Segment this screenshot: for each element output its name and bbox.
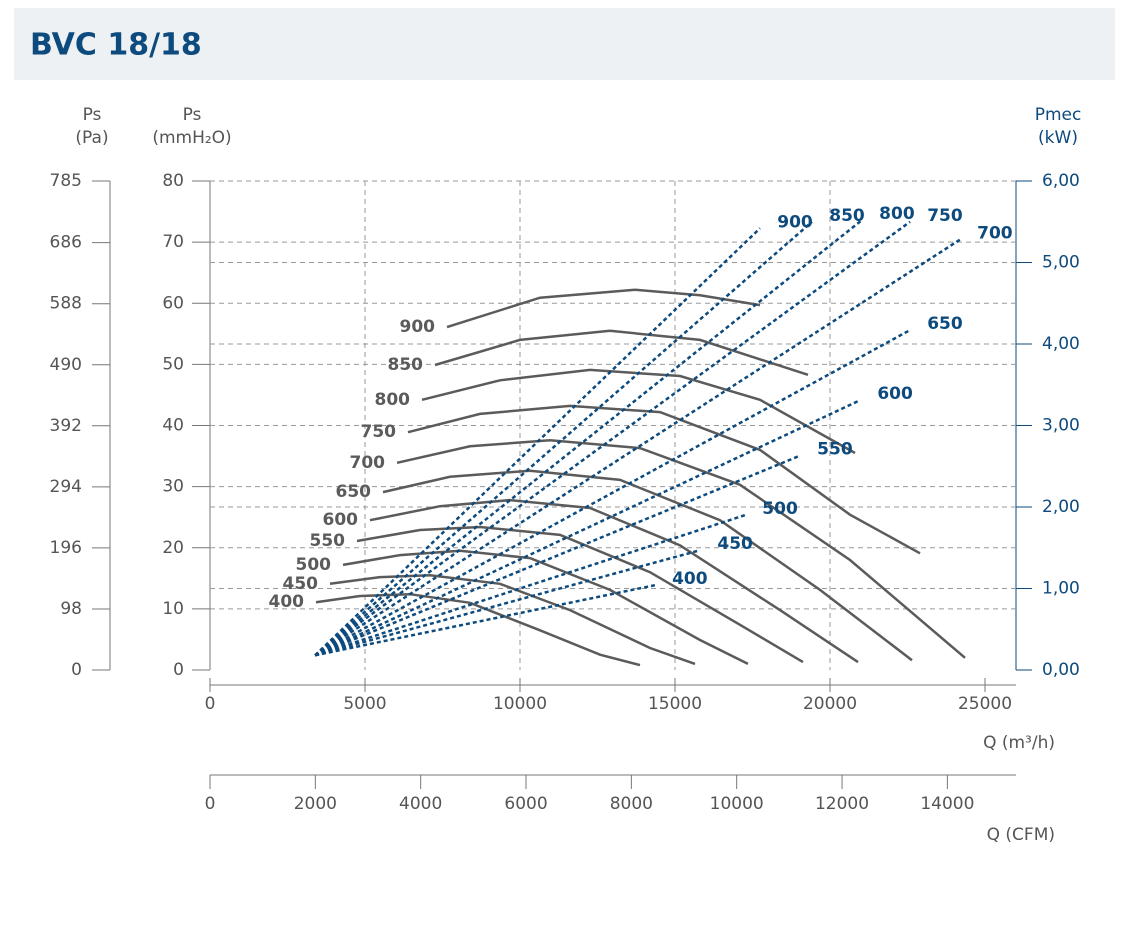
cfm-tick-label: 6000 [504, 794, 547, 814]
cfm-tick-label: 10000 [710, 794, 764, 814]
power-line [314, 454, 801, 657]
series-label: 600 [322, 510, 358, 530]
pressure-curve [342, 549, 749, 666]
series-label: 900 [777, 212, 813, 232]
series-label: 800 [879, 204, 915, 224]
pa-tick-label: 490 [50, 355, 82, 375]
power-line [314, 548, 701, 657]
title-bar [14, 8, 1115, 80]
cfm-tick-label: 0 [205, 794, 216, 814]
pressure-curve [434, 329, 809, 376]
series-label: 750 [360, 422, 396, 442]
y2-tick-label: 2,00 [1042, 497, 1080, 517]
x-tick-label: 0 [205, 694, 216, 714]
y-tick-label: 20 [162, 538, 184, 558]
series-label: 400 [268, 592, 304, 612]
pressure-curve [446, 288, 761, 329]
pressure-curve [356, 525, 804, 664]
power-line [314, 583, 656, 657]
series-label: 500 [762, 499, 798, 519]
y2-tick-label: 1,00 [1042, 579, 1080, 599]
cfm-tick-label: 4000 [399, 794, 442, 814]
y-label: (mmH₂O) [152, 128, 231, 148]
pa-tick-label: 98 [60, 599, 82, 619]
pa-tick-label: 294 [50, 477, 82, 497]
y-tick-label: 0 [173, 660, 184, 680]
y2-tick-label: 3,00 [1042, 416, 1080, 436]
cfm-tick-label: 12000 [815, 794, 869, 814]
series-label: 750 [927, 206, 963, 226]
y-label: Ps [183, 105, 202, 125]
pa-tick-label: 588 [50, 294, 82, 314]
pa-tick-label: 686 [50, 233, 82, 253]
series-label: 400 [672, 569, 708, 589]
power-line [314, 329, 911, 657]
pa-tick-label: 0 [71, 660, 82, 680]
x-label: Q (m³/h) [983, 733, 1055, 753]
cfm-tick-label: 2000 [294, 794, 337, 814]
cfm-tick-label: 14000 [920, 794, 974, 814]
pressure-curve [369, 498, 859, 664]
pressure-curve [396, 438, 966, 659]
x-tick-label: 25000 [958, 694, 1012, 714]
x-tick-label: 20000 [803, 694, 857, 714]
series-label: 600 [877, 384, 913, 404]
y-tick-label: 40 [162, 416, 184, 436]
series-label: 650 [336, 482, 372, 502]
series-label: 500 [295, 555, 331, 575]
series-label: 450 [717, 534, 753, 554]
power-line [314, 220, 911, 657]
pa-tick-label: 392 [50, 416, 82, 436]
y-tick-label: 50 [162, 354, 184, 374]
y2-label: Pmec [1035, 105, 1082, 125]
pressure-curve [421, 368, 856, 455]
x-tick-label: 5000 [343, 694, 386, 714]
series-label: 900 [399, 317, 435, 337]
pa-label: (Pa) [75, 128, 108, 148]
pa-label: Ps [83, 105, 102, 125]
pressure-curve [382, 469, 913, 662]
y-tick-label: 10 [162, 599, 184, 619]
power-line [314, 219, 863, 657]
chart-title: BVC 18/18 [30, 28, 202, 63]
power-line [314, 238, 961, 657]
series-label: 650 [927, 314, 963, 334]
y-tick-label: 30 [162, 477, 184, 497]
pa-tick-label: 196 [50, 538, 82, 558]
series-label: 850 [829, 206, 865, 226]
y2-tick-label: 5,00 [1042, 253, 1080, 273]
power-line [314, 513, 746, 657]
series-label: 700 [349, 453, 385, 473]
series-label: 450 [283, 574, 319, 594]
y-tick-label: 60 [162, 293, 184, 313]
series-label: 550 [817, 440, 853, 460]
y2-tick-label: 0,00 [1042, 660, 1080, 680]
pa-tick-label: 785 [50, 171, 82, 191]
pressure-curve [407, 404, 921, 555]
y-tick-label: 70 [162, 232, 184, 252]
series-label: 700 [977, 224, 1013, 244]
y2-tick-label: 4,00 [1042, 334, 1080, 354]
y2-tick-label: 6,00 [1042, 171, 1080, 191]
pressure-curve [329, 574, 696, 666]
cfm-tick-label: 8000 [610, 794, 653, 814]
pressure-curve [315, 592, 641, 667]
series-label: 850 [387, 355, 423, 375]
y2-label: (kW) [1038, 128, 1078, 148]
power-line [314, 227, 761, 657]
x-tick-label: 10000 [493, 694, 547, 714]
power-line [314, 399, 861, 657]
series-label: 550 [310, 531, 346, 551]
x-tick-label: 15000 [648, 694, 702, 714]
cfm-label: Q (CFM) [987, 825, 1055, 845]
power-line [314, 220, 813, 657]
series-label: 800 [375, 390, 411, 410]
y-tick-label: 80 [162, 171, 184, 191]
